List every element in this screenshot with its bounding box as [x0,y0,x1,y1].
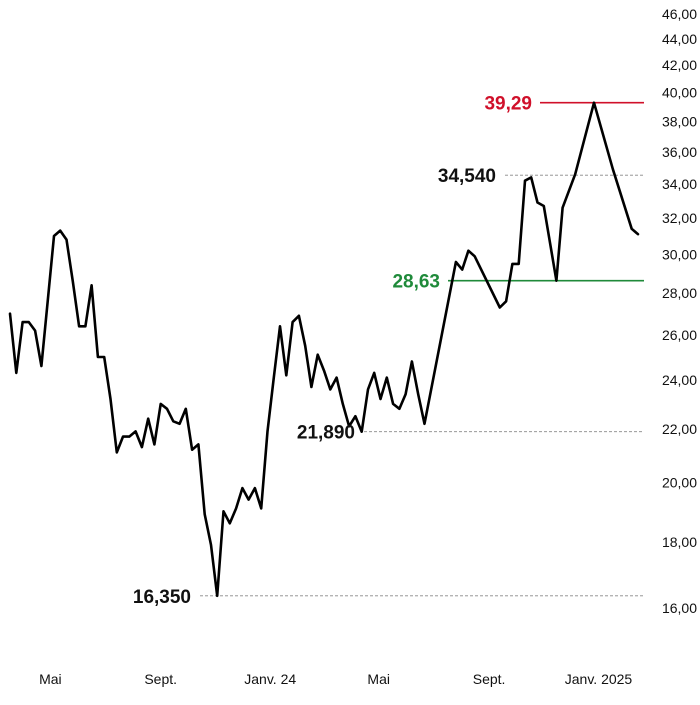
y-axis: 16,00 18,00 20,00 22,00 24,00 26,00 28,00 30,00… [662,6,697,616]
reference-lines [200,101,644,597]
y-tick-label: 42,00 [662,57,697,73]
x-tick-label: Mai [39,671,62,687]
y-tick-label: 16,00 [662,600,697,616]
y-tick-label: 26,00 [662,327,697,343]
x-axis: Mai Sept. Janv. 24 Mai Sept. Janv. 2025 [39,671,632,687]
x-tick-label: Mai [367,671,390,687]
y-tick-label: 18,00 [662,534,697,550]
price-line [8,101,640,598]
y-tick-label: 40,00 [662,85,697,101]
y-tick-label: 36,00 [662,144,697,160]
y-tick-label: 28,00 [662,285,697,301]
y-tick-label: 44,00 [662,31,697,47]
y-tick-label: 46,00 [662,6,697,22]
y-tick-label: 34,00 [662,176,697,192]
y-tick-label: 20,00 [662,475,697,491]
y-tick-label: 30,00 [662,246,697,262]
x-tick-label: Janv. 24 [244,671,296,687]
annotation-label: 39,29 [484,94,532,115]
annotation-labels: 39,29 34,540 28,63 21,890 16,350 [133,94,532,608]
annotation-label: 16,350 [133,587,191,608]
x-tick-label: Sept. [144,671,177,687]
x-tick-label: Janv. 2025 [565,671,633,687]
y-tick-label: 38,00 [662,114,697,130]
x-tick-label: Sept. [473,671,506,687]
y-tick-label: 32,00 [662,210,697,226]
annotation-label: 34,540 [438,166,496,187]
y-tick-label: 24,00 [662,372,697,388]
annotation-label: 28,63 [392,272,440,293]
y-tick-label: 22,00 [662,421,697,437]
annotation-label: 21,890 [297,423,355,444]
